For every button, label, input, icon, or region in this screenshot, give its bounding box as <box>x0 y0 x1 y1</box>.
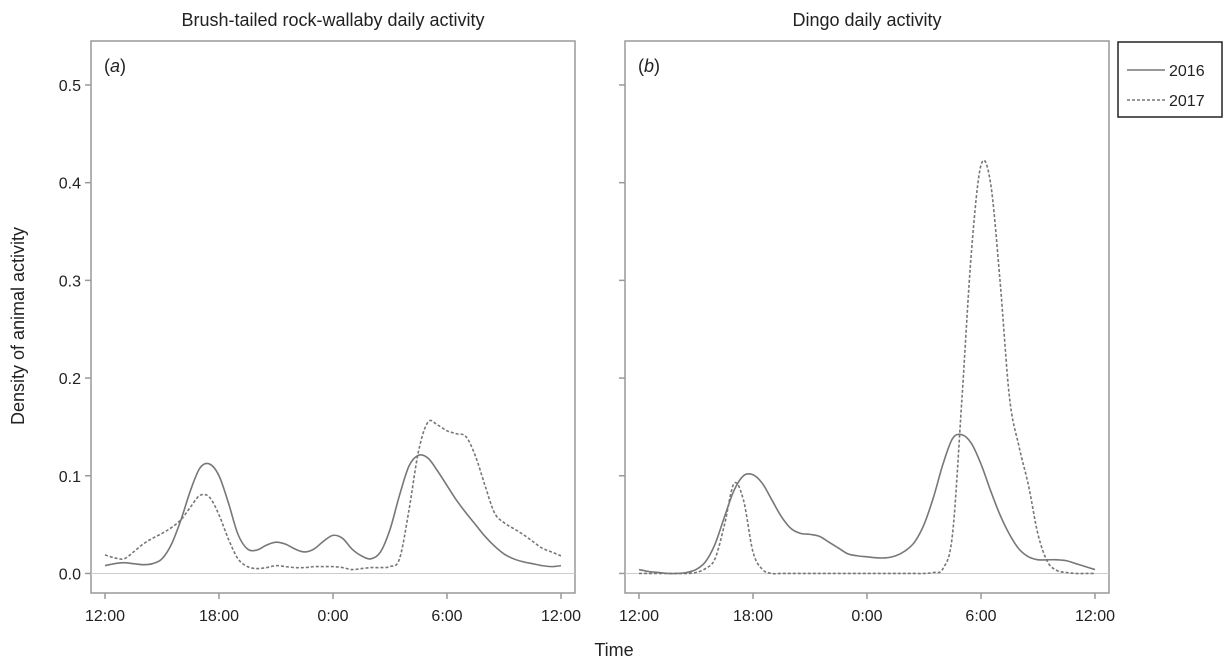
x-axis-label: Time <box>594 640 633 660</box>
y-tick-label: 0.4 <box>59 176 81 193</box>
x-tick-label: 0:00 <box>317 608 348 625</box>
x-tick-label: 0:00 <box>851 608 882 625</box>
panel-label: (a) <box>104 56 126 76</box>
y-tick-label: 0.0 <box>59 566 81 583</box>
x-tick-label: 12:00 <box>619 608 659 625</box>
series-line-2016 <box>638 433 1096 575</box>
panel-a: Brush-tailed rock-wallaby daily activity… <box>59 10 581 625</box>
legend-box <box>1117 41 1223 118</box>
x-tick-label: 12:00 <box>541 608 581 625</box>
plot-frame <box>90 40 576 594</box>
legend-label-2016: 2016 <box>1169 63 1205 80</box>
series-line-2017 <box>638 159 1095 575</box>
panel-title: Dingo daily activity <box>792 10 941 30</box>
plot-frame <box>624 40 1110 594</box>
legend-label-2017: 2017 <box>1169 93 1205 110</box>
series-line-2016 <box>104 453 562 568</box>
x-tick-label: 12:00 <box>1075 608 1115 625</box>
y-tick-label: 0.2 <box>59 371 81 388</box>
y-tick-label: 0.5 <box>59 78 81 95</box>
x-tick-label: 6:00 <box>431 608 462 625</box>
y-tick-label: 0.1 <box>59 469 81 486</box>
series-line-2017 <box>104 419 562 571</box>
legend: 2016 2017 <box>1117 41 1223 118</box>
x-tick-label: 12:00 <box>85 608 125 625</box>
y-axis-label: Density of animal activity <box>8 227 28 425</box>
x-tick-label: 18:00 <box>733 608 773 625</box>
panel-b: Dingo daily activity (b) 12:00 18:00 0:00 6:0… <box>619 10 1115 625</box>
y-tick-label: 0.3 <box>59 273 81 290</box>
x-tick-label: 18:00 <box>199 608 239 625</box>
panel-title: Brush-tailed rock-wallaby daily activity <box>181 10 484 30</box>
x-tick-label: 6:00 <box>965 608 996 625</box>
panel-label: (b) <box>638 56 660 76</box>
